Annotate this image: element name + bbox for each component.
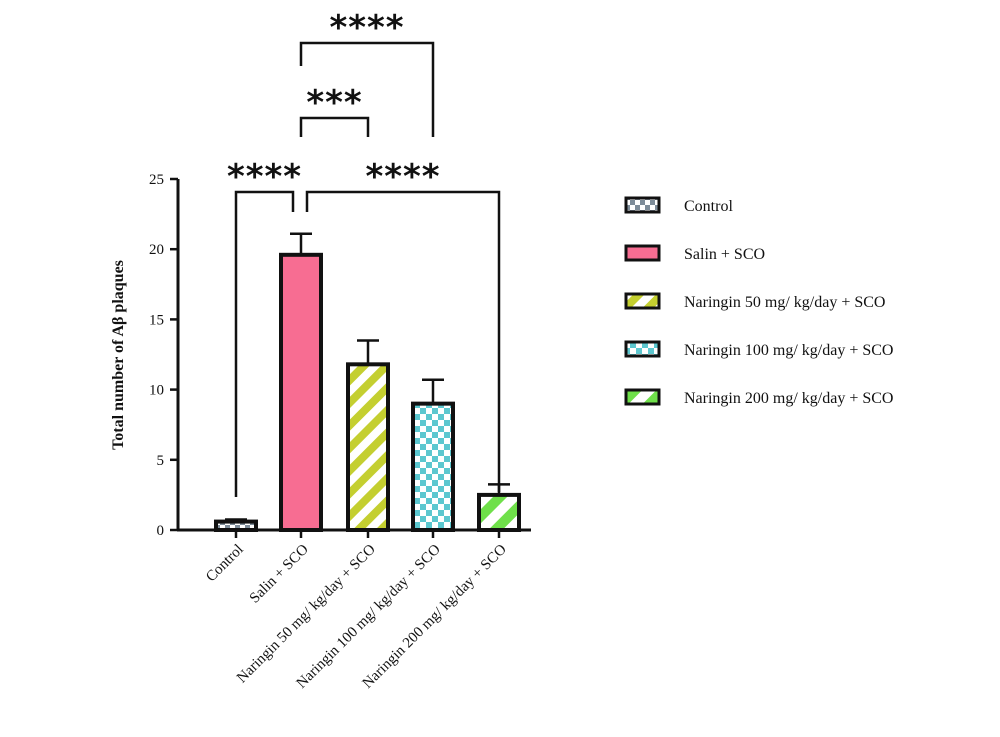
sig-bracket-control-salin [234,190,295,497]
y-tick-label: 20 [149,242,164,258]
legend-swatch [624,196,661,214]
bar [214,519,258,532]
x-category-label: Salin + SCO [247,541,312,606]
sig-bracket-salin-200-label: **** [365,157,440,197]
y-tick-label: 15 [149,312,164,328]
bar [346,362,390,532]
x-category-label: Naringin 100 mg/ kg/day + SCO [294,541,444,691]
y-tick-label: 25 [149,172,164,188]
bar [279,252,323,532]
y-tick-label: 0 [157,523,165,539]
sig-bracket-salin-100-label: **** [329,8,404,48]
y-axis-label: Total number of Aβ plaques [110,260,127,450]
legend-label: Naringin 100 mg/ kg/day + SCO [684,342,893,359]
legend-swatch [624,388,661,406]
sig-bracket-control-salin-label: **** [227,157,302,197]
legend-swatch [624,292,661,310]
legend-label: Naringin 200 mg/ kg/day + SCO [684,390,893,407]
legend-swatch [624,244,661,262]
x-category-label: Naringin 50 mg/ kg/day + SCO [234,541,379,686]
bar [411,401,455,533]
legend-swatch [624,340,661,358]
sig-bracket-salin-50 [299,116,370,137]
legend-label: Salin + SCO [684,246,765,263]
y-tick-label: 5 [157,453,165,469]
sig-bracket-salin-50-label: *** [306,83,362,123]
bar [477,492,521,532]
y-tick-label: 10 [149,383,164,399]
legend-label: Naringin 50 mg/ kg/day + SCO [684,294,885,311]
sig-bracket-salin-200 [305,190,501,492]
legend: Control Salin + SCO Naringin 50 mg/ kg/day… [624,196,893,407]
legend-label: Control [684,198,733,215]
x-category-label: Naringin 200 mg/ kg/day + SCO [360,541,510,691]
x-category-label: Control [203,542,247,586]
sig-bracket-salin-100 [299,41,435,137]
